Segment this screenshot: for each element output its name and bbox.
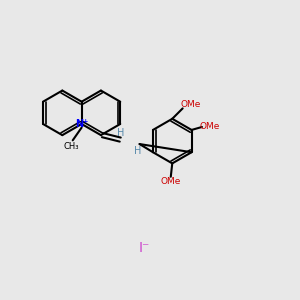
Text: H: H <box>117 128 124 138</box>
Text: N⁺: N⁺ <box>75 119 88 129</box>
Text: OMe: OMe <box>200 122 220 131</box>
Text: I⁻: I⁻ <box>138 241 150 255</box>
Text: OMe: OMe <box>181 100 201 109</box>
Text: CH₃: CH₃ <box>64 142 79 151</box>
Text: H: H <box>134 146 142 156</box>
Text: OMe: OMe <box>160 177 181 186</box>
